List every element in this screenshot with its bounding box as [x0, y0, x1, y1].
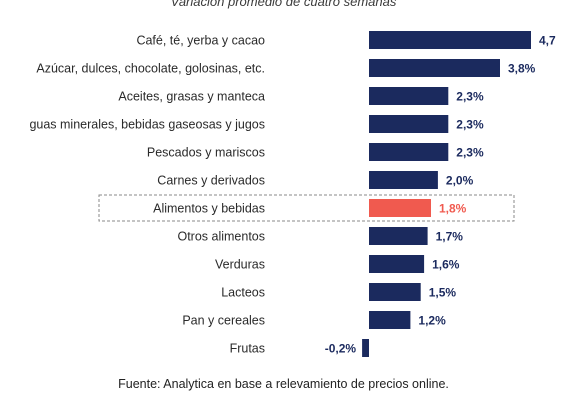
- value-label: 1,8%: [439, 202, 467, 216]
- bar: [369, 87, 449, 105]
- value-label: 2,3%: [456, 90, 484, 104]
- value-label: -0,2%: [325, 342, 357, 356]
- bar: [369, 59, 500, 77]
- value-label: 4,7: [539, 34, 556, 48]
- bar: [369, 31, 531, 49]
- value-label: 3,8%: [508, 62, 536, 76]
- bar: [369, 255, 425, 273]
- category-label: Otros alimentos: [177, 230, 265, 244]
- category-labels: Café, té, yerba y cacao Azúcar, dulces, c…: [29, 34, 265, 356]
- value-label: 1,7%: [436, 230, 464, 244]
- bar: [362, 339, 369, 357]
- category-label: Aceites, grasas y manteca: [118, 90, 265, 104]
- bars: [362, 31, 531, 357]
- value-labels: 4,73,8% 2,3% 2,3% 2,3% 2,0% 1,8% 1,7% 1,6% 1,5% 1…: [325, 34, 556, 356]
- highlight-frame: [98, 194, 515, 222]
- chart-subtitle: Variación promedio de cuatro semanas: [170, 0, 397, 9]
- bar: [369, 283, 421, 301]
- category-label: Frutas: [230, 342, 265, 356]
- bar: [369, 143, 449, 161]
- value-label: 2,3%: [456, 118, 484, 132]
- value-label: 2,3%: [456, 146, 484, 160]
- category-label: Carnes y derivados: [157, 174, 265, 188]
- category-label: Lacteos: [221, 286, 265, 300]
- value-label: 2,0%: [446, 174, 474, 188]
- value-label: 1,5%: [429, 286, 457, 300]
- bar: [369, 311, 411, 329]
- bar: [369, 199, 431, 217]
- bar: [369, 171, 438, 189]
- category-label: Alimentos y bebidas: [153, 202, 265, 216]
- source-note: Fuente: Analytica en base a relevamiento…: [118, 377, 449, 391]
- bar: [369, 115, 449, 133]
- bar-chart: Café, té, yerba y cacao Azúcar, dulces, c…: [29, 31, 556, 357]
- bar: [369, 227, 428, 245]
- value-label: 1,6%: [432, 258, 460, 272]
- category-label: Azúcar, dulces, chocolate, golosinas, et…: [36, 62, 265, 76]
- value-label: 1,2%: [418, 314, 446, 328]
- category-label: Pan y cereales: [182, 314, 265, 328]
- category-label: Café, té, yerba y cacao: [136, 34, 265, 48]
- category-label: guas minerales, bebidas gaseosas y jugos: [29, 118, 265, 132]
- category-label: Verduras: [215, 258, 265, 272]
- category-label: Pescados y mariscos: [147, 146, 265, 160]
